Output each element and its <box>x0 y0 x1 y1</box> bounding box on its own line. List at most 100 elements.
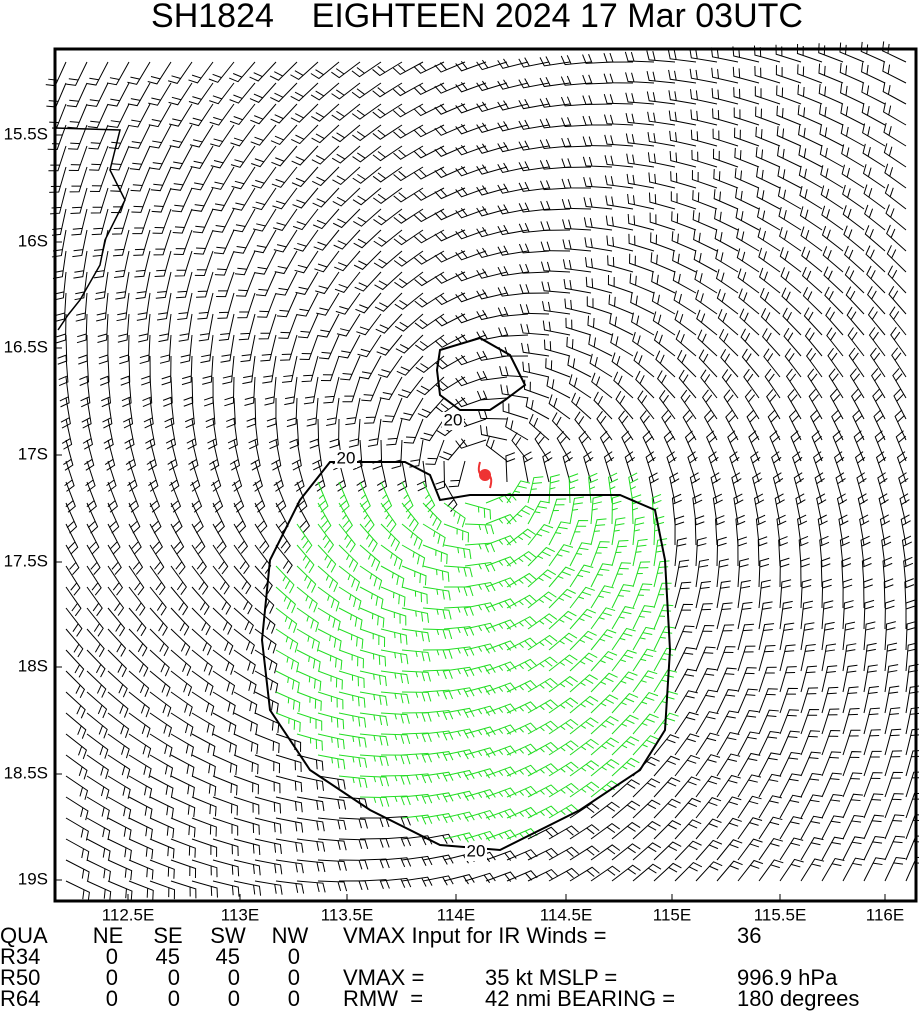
wind-barb <box>296 880 326 893</box>
wind-barb <box>169 124 193 149</box>
wind-barb <box>271 145 298 167</box>
wind-barb <box>882 61 907 84</box>
wind-barb <box>819 535 830 567</box>
wind-barb <box>165 418 177 450</box>
wind-barb <box>310 82 340 101</box>
wind-barb <box>714 229 739 252</box>
wind-barb <box>694 515 705 546</box>
wind-barb <box>734 168 760 189</box>
wind-barb <box>863 772 883 798</box>
wind-barb <box>413 82 445 96</box>
wind-barb <box>292 208 319 231</box>
wind-barb <box>819 124 844 147</box>
wind-barb <box>233 649 256 675</box>
wind-barb <box>755 147 781 168</box>
wind-barb <box>191 775 217 797</box>
wind-barb <box>434 208 466 221</box>
wind-barb <box>464 581 496 593</box>
wind-barb <box>637 390 655 420</box>
wind-barb <box>422 689 454 700</box>
wind-barb <box>737 558 750 588</box>
wind-barb <box>527 524 554 546</box>
wind-barb <box>541 281 571 294</box>
wind-barb <box>591 372 613 399</box>
wind-barb <box>884 835 906 861</box>
wind-barb <box>784 348 802 378</box>
wind-barb <box>443 606 474 616</box>
wind-barb <box>779 730 800 756</box>
wind-barb <box>86 670 107 698</box>
wind-barb <box>548 867 580 882</box>
wind-barb <box>317 670 343 690</box>
wind-barb <box>233 775 259 795</box>
wind-barb <box>590 758 620 777</box>
wind-barb <box>820 185 844 210</box>
wind-barb <box>569 630 597 651</box>
wind-barb <box>315 460 326 492</box>
wind-barb <box>884 793 904 819</box>
wind-barb <box>590 844 621 861</box>
table-cell: VMAX Input for IR Winds = <box>343 923 606 948</box>
table-cell: 0 <box>288 986 300 1011</box>
wind-barb <box>884 707 901 735</box>
wind-barb <box>170 691 193 717</box>
wind-barb <box>527 805 559 819</box>
wind-barb <box>401 670 431 682</box>
wind-barb <box>65 544 80 576</box>
wind-barb <box>758 731 780 756</box>
wind-barb <box>275 607 298 633</box>
wind-barb <box>334 271 361 293</box>
wind-barb <box>393 229 424 246</box>
wind-barb <box>721 369 739 399</box>
wind-barb <box>583 176 613 189</box>
table-cell: NW <box>272 923 309 948</box>
wind-barb <box>737 752 761 777</box>
wind-barb <box>439 439 466 461</box>
wind-barb <box>674 711 699 735</box>
wind-barb <box>422 586 451 601</box>
wind-barb <box>800 622 815 651</box>
wind-barb <box>170 649 192 676</box>
wind-barb <box>128 754 152 779</box>
wind-barb <box>884 163 907 189</box>
wind-barb <box>758 557 770 588</box>
wind-barb <box>819 104 844 126</box>
wind-barb <box>901 535 912 567</box>
wind-barb <box>485 829 517 840</box>
wind-barb <box>527 634 558 651</box>
wind-barb <box>720 349 739 378</box>
wind-barb <box>825 307 844 336</box>
wind-barb <box>90 187 109 214</box>
wind-barb <box>803 307 823 336</box>
wind-barb <box>164 397 175 429</box>
wind-barb <box>801 266 823 294</box>
wind-barb <box>862 123 886 147</box>
table-cell: 0 <box>168 986 180 1011</box>
wind-barb <box>725 409 739 441</box>
wind-barb <box>359 879 390 889</box>
wind-barb <box>275 649 300 673</box>
wind-barb <box>569 760 600 777</box>
wind-barb <box>448 460 466 488</box>
wind-barb <box>188 82 214 105</box>
wind-barb <box>674 537 687 567</box>
wind-barb <box>889 306 907 336</box>
wind-barb <box>711 67 739 84</box>
wind-barb <box>842 814 864 840</box>
wind-barb <box>779 773 802 798</box>
wind-barb <box>864 204 886 231</box>
wind-barb <box>434 166 466 179</box>
wind-barb <box>882 556 893 588</box>
wind-barb <box>355 292 382 314</box>
wind-barb <box>415 334 445 352</box>
wind-barb <box>392 82 424 97</box>
wind-barb <box>273 460 284 492</box>
wind-barb <box>485 436 508 462</box>
wind-barb <box>128 502 141 534</box>
wind-barb <box>401 712 432 722</box>
wind-barb <box>254 754 281 774</box>
wind-barb <box>65 880 90 902</box>
wind-barb <box>817 514 828 546</box>
wind-barb <box>800 815 824 840</box>
wind-barb <box>293 229 319 252</box>
